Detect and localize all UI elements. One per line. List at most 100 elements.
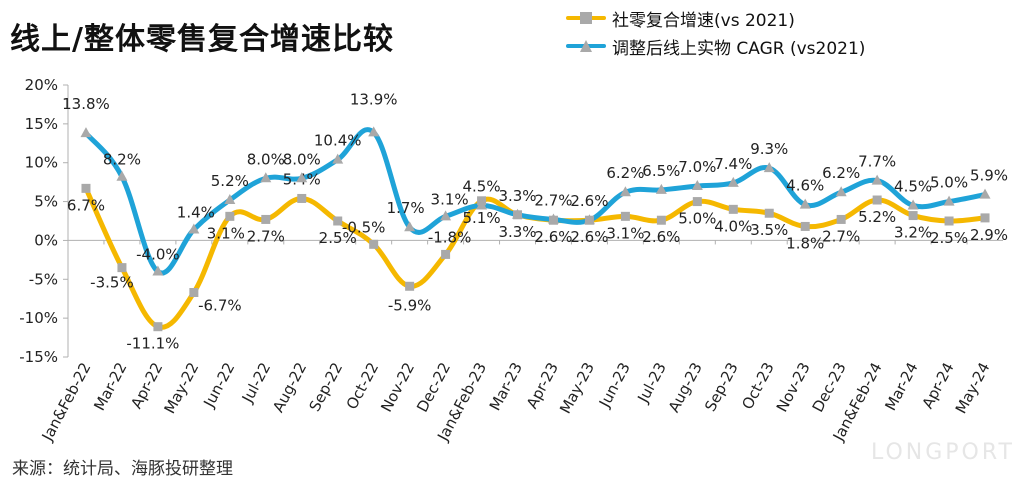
data-point-retail [333, 216, 343, 226]
data-point-online [691, 180, 703, 191]
data-point-retail [189, 287, 199, 297]
data-point-retail [656, 215, 666, 225]
x-tick-label: Mar-23 [486, 359, 526, 413]
legend-swatch-blue [566, 39, 606, 53]
data-point-online [440, 210, 452, 221]
data-label-online: 1.4% [177, 204, 215, 222]
data-label-online: 3.1% [431, 190, 469, 208]
data-point-retail [297, 193, 307, 203]
data-point-retail [441, 249, 451, 259]
data-label-online: 1.7% [387, 199, 425, 217]
data-label-retail: -0.5% [342, 218, 386, 236]
data-point-online [512, 208, 524, 219]
data-label-online: 7.7% [858, 153, 896, 171]
data-point-online [583, 214, 595, 225]
data-point-online [260, 172, 272, 183]
data-point-retail [261, 214, 271, 224]
y-tick-label: -5% [29, 270, 58, 288]
data-label-online: 13.9% [350, 90, 398, 108]
data-point-retail [692, 197, 702, 207]
data-point-online [188, 223, 200, 234]
data-point-online [332, 153, 344, 164]
y-tick-label: -15% [19, 348, 58, 366]
data-point-retail [225, 211, 235, 221]
data-point-online [655, 183, 667, 194]
data-point-retail [980, 213, 990, 223]
data-label-online: 7.4% [714, 155, 752, 173]
legend-label-online: 调整后线上实物 CAGR (vs2021) [612, 38, 866, 59]
data-point-retail [369, 239, 379, 249]
data-point-online [80, 127, 92, 138]
x-tick-label: Mar-22 [90, 359, 130, 413]
watermark: LONGPORT [870, 440, 1015, 465]
data-point-online [116, 170, 128, 181]
data-label-retail: 5.1% [463, 209, 501, 227]
x-tick-label: Sep-22 [306, 359, 347, 414]
data-label-online: 8.0% [247, 150, 285, 168]
data-label-retail: -3.5% [90, 274, 134, 292]
data-point-online [368, 126, 380, 137]
data-point-online [763, 162, 775, 173]
data-label-online: 3.3% [498, 187, 536, 205]
data-point-online [619, 186, 631, 197]
data-point-online [296, 172, 308, 183]
data-label-online: 8.2% [103, 151, 141, 169]
data-point-online [907, 199, 919, 210]
data-point-retail [800, 221, 810, 231]
legend: 社零复合增速(vs 2021) 调整后线上实物 CAGR (vs2021) [566, 4, 865, 60]
y-tick-label: 0% [34, 231, 58, 249]
data-point-online [835, 186, 847, 197]
data-label-online: 5.9% [970, 167, 1008, 185]
y-tick-label: -10% [19, 309, 58, 327]
data-point-retail [81, 183, 91, 193]
data-label-retail: 2.5% [930, 229, 968, 247]
data-label-online: 4.6% [786, 177, 824, 195]
x-tick-label: May-24 [952, 359, 994, 416]
data-label-online: 7.0% [678, 158, 716, 176]
data-label-online: 6.2% [606, 164, 644, 182]
x-tick-label: Apr-23 [523, 359, 562, 411]
data-point-online [799, 198, 811, 209]
data-label-retail: 5.0% [678, 210, 716, 228]
data-label-retail: 3.1% [606, 224, 644, 242]
data-point-online [404, 221, 416, 232]
data-label-retail: 4.0% [714, 217, 752, 235]
x-tick-label: Jun-22 [199, 359, 238, 411]
data-point-online [871, 174, 883, 185]
data-label-online: 4.5% [463, 177, 501, 195]
data-label-retail: 5.2% [858, 208, 896, 226]
data-label-retail: -11.1% [126, 335, 179, 353]
data-label-online: 5.0% [930, 174, 968, 192]
y-tick-label: 5% [34, 193, 58, 211]
x-tick-label: Apr-24 [918, 359, 957, 411]
data-label-online: 2.7% [534, 191, 572, 209]
data-point-retail [764, 208, 774, 218]
data-label-retail: 3.3% [498, 223, 536, 241]
data-label-online: 4.5% [894, 177, 932, 195]
data-label-retail: 2.7% [247, 227, 285, 245]
data-point-online [476, 199, 488, 210]
data-point-online [727, 176, 739, 187]
x-tick-label: Apr-22 [127, 359, 166, 411]
data-label-online: 6.5% [642, 162, 680, 180]
data-point-retail [836, 214, 846, 224]
x-tick-label: Sep-23 [701, 359, 742, 414]
x-tick-label: Mar-24 [881, 359, 921, 413]
data-label-retail: 3.2% [894, 224, 932, 242]
data-point-online [943, 195, 955, 206]
data-label-retail: 1.8% [786, 234, 824, 252]
x-tick-label: May-23 [556, 359, 598, 416]
data-label-online: -4.0% [136, 246, 180, 264]
legend-swatch-yellow [566, 11, 606, 25]
data-point-retail [117, 263, 127, 273]
y-tick-label: 10% [25, 154, 58, 172]
data-label-online: 10.4% [314, 132, 362, 150]
data-label-online: 13.8% [62, 95, 110, 113]
x-tick-label: Aug-23 [665, 359, 706, 415]
legend-item-online: 调整后线上实物 CAGR (vs2021) [566, 32, 865, 60]
data-point-online [224, 194, 236, 205]
data-label-online: 9.3% [750, 140, 788, 158]
data-label-retail: 3.1% [207, 224, 245, 242]
data-label-online: 6.2% [822, 164, 860, 182]
